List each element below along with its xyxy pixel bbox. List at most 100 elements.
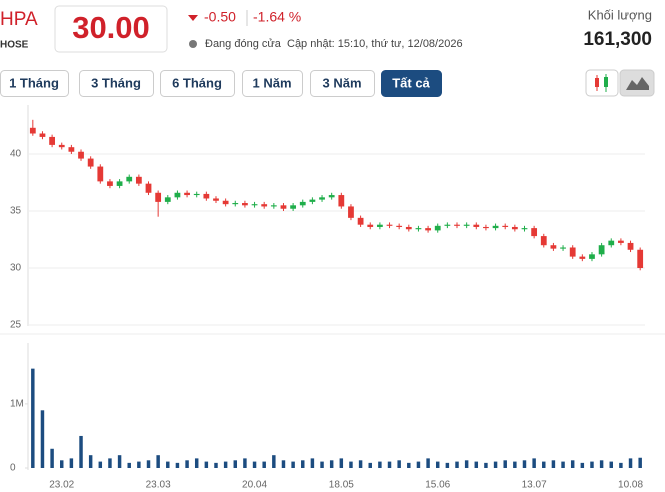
volume-bar: [445, 462, 450, 468]
volume-bar: [570, 460, 575, 468]
candle-body: [608, 240, 615, 246]
candle-body: [184, 192, 190, 196]
range-button-label[interactable]: 1 Tháng: [9, 75, 59, 90]
volume-bar: [79, 435, 83, 468]
volume-bar: [599, 460, 604, 468]
candle-body: [463, 224, 470, 226]
x-tick-label: 13.07: [522, 480, 547, 491]
candle-body: [569, 247, 576, 257]
candle-body: [502, 225, 509, 227]
candle-body: [396, 225, 403, 227]
volume-bar: [638, 457, 642, 468]
candle-body: [444, 224, 451, 226]
candle-body: [328, 195, 335, 198]
volume-bar: [484, 462, 488, 468]
volume-bar: [301, 460, 305, 468]
candle-body: [376, 224, 383, 227]
candle-body: [348, 206, 354, 218]
volume: 161,300: [583, 29, 652, 50]
volume-bar: [619, 462, 623, 468]
volume-bar: [137, 461, 141, 468]
candle-body: [579, 256, 586, 259]
candle-body: [49, 136, 55, 145]
x-tick-label: 23.03: [146, 480, 171, 491]
y-tick-label: 25: [10, 320, 22, 331]
range-button-label[interactable]: 1 Năm: [252, 75, 291, 90]
volume-bar: [185, 460, 189, 468]
candle-body: [367, 224, 374, 227]
candle-icon[interactable]: [585, 69, 619, 97]
volume-bar: [464, 460, 469, 468]
volume-bar: [98, 461, 103, 468]
volume-bar: [281, 460, 286, 468]
candle-body: [193, 193, 200, 196]
volume-bar: [31, 368, 35, 468]
volume-bar: [358, 460, 363, 468]
candle-body: [319, 197, 325, 200]
candle-body: [97, 166, 104, 182]
area-button[interactable]: [619, 69, 655, 97]
candle-button[interactable]: [585, 69, 619, 97]
range-button[interactable]: [0, 70, 69, 97]
candle-body: [107, 181, 113, 186]
volume-bar: [117, 455, 122, 468]
candle-body: [232, 203, 239, 205]
volume-bar: [416, 461, 421, 468]
candle-body: [135, 176, 142, 184]
candle-body: [164, 197, 171, 202]
candle-body: [415, 228, 422, 230]
volume-bar: [166, 461, 170, 468]
candle-body: [637, 249, 644, 269]
volume-bar: [368, 462, 372, 468]
volume-bar: [590, 461, 594, 468]
range-button[interactable]: [242, 70, 303, 97]
y-tick-label: 35: [10, 206, 22, 217]
y-tick-label: 1M: [10, 399, 24, 410]
x-tick-label: 23.02: [49, 480, 74, 491]
volume-bar: [349, 461, 353, 468]
candle-body: [251, 204, 258, 206]
volume-bar: [233, 460, 238, 468]
range-button[interactable]: [160, 70, 235, 97]
volume-bar: [310, 458, 315, 468]
candle-body: [242, 203, 248, 206]
volume-bar: [252, 461, 257, 468]
range-button-label[interactable]: 6 Tháng: [172, 75, 222, 90]
change: -0.50: [204, 9, 236, 25]
volume-bar: [580, 462, 585, 468]
volume-bar: [474, 461, 479, 468]
range-button-label[interactable]: 3 Năm: [322, 75, 361, 90]
volume-bar: [204, 461, 209, 468]
area-icon[interactable]: [619, 69, 655, 97]
candle-body: [434, 225, 441, 231]
price-box: [54, 5, 168, 53]
candle-body: [29, 127, 36, 134]
range-button-label[interactable]: 3 Tháng: [91, 75, 141, 90]
status-dot: [189, 40, 197, 48]
volume-bar: [387, 461, 392, 468]
range-button-label[interactable]: Tất cả: [392, 75, 430, 90]
volume-bar: [175, 462, 180, 468]
range-button[interactable]: [310, 70, 375, 97]
volume-bar: [628, 458, 633, 468]
volume-label: Khối lượng: [588, 7, 652, 22]
updated: Cập nhật: 15:10, thứ tư, 12/08/2026: [287, 38, 463, 50]
volume-bar: [561, 461, 565, 468]
candle-body: [116, 181, 123, 186]
range-button[interactable]: [381, 70, 442, 97]
candle-body: [425, 228, 431, 231]
candle-body: [589, 254, 595, 259]
candle-body: [174, 192, 181, 198]
candle-body: [386, 224, 393, 226]
x-tick-label: 10.08: [618, 480, 643, 491]
status: Đang đóng cửa: [205, 38, 282, 50]
candle-body: [68, 147, 75, 152]
volume-bar: [156, 455, 160, 468]
icon-body: [604, 77, 608, 87]
candle-body: [531, 228, 538, 237]
range-button[interactable]: [79, 70, 154, 97]
candle-body: [39, 133, 46, 137]
volume-bar: [50, 448, 54, 468]
exchange: HOSE: [0, 40, 29, 51]
